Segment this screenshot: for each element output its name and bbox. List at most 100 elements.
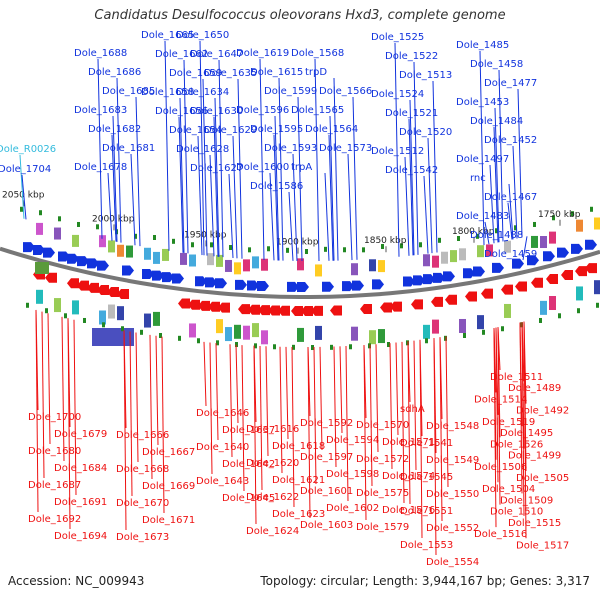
marker-dot — [362, 247, 365, 253]
feature-block — [153, 311, 160, 326]
gene-leader-line — [61, 316, 65, 462]
feature-block — [549, 296, 556, 311]
gene-label-forward: Dole_1685 — [102, 86, 155, 97]
forward-gene-arrow — [403, 276, 415, 287]
gene-leader-line — [324, 172, 330, 261]
gene-leader-line — [479, 50, 485, 246]
gene-leader-line — [503, 239, 509, 242]
gene-leader-line — [199, 40, 205, 256]
gene-label-forward: Dole_1459 — [484, 249, 537, 260]
marker-dot — [305, 249, 308, 255]
marker-dot — [191, 242, 194, 248]
reverse-gene-arrow — [465, 291, 477, 302]
gene-leader-line — [209, 154, 215, 257]
forward-gene-arrow — [287, 281, 299, 292]
gene-label-forward: Dole_1596 — [236, 105, 289, 116]
feature-block — [252, 256, 259, 269]
reverse-gene-arrow — [390, 301, 402, 312]
gene-leader-line — [369, 344, 373, 487]
gene-label-reverse: Dole_1526 — [490, 439, 543, 450]
gene-leader-line — [439, 337, 443, 522]
gene-leader-line — [319, 346, 323, 451]
gene-label-reverse: sdhA — [400, 404, 425, 415]
gene-label-forward: Dole_1467 — [484, 192, 537, 203]
feature-block — [315, 325, 322, 340]
gene-label-reverse: Dole_1574 — [382, 471, 435, 482]
gene-label-forward: Dole_1565 — [291, 105, 344, 116]
gene-label-reverse: Dole_1603 — [300, 520, 353, 531]
scale-tick-label: 1750 kbp — [538, 210, 581, 220]
reverse-gene-arrow — [546, 274, 558, 285]
gene-label-reverse: Dole_1571 — [382, 437, 435, 448]
gene-label-reverse: Dole_1620 — [246, 458, 299, 469]
gene-label-forward: Dole_1513 — [399, 70, 452, 81]
gene-leader-line — [307, 346, 311, 519]
gene-leader-line — [35, 309, 39, 513]
marker-dot — [286, 247, 289, 253]
gene-label-reverse: Dole_1517 — [516, 540, 569, 551]
gene-leader-line — [235, 344, 239, 424]
forward-gene-arrow — [77, 256, 89, 267]
marker-dot — [64, 313, 67, 319]
gene-leader-line — [183, 59, 189, 254]
gene-label-forward: Dole_1615 — [250, 67, 303, 78]
gene-leader-line — [409, 99, 415, 256]
forward-gene-arrow — [247, 280, 259, 291]
gene-leader-line — [67, 318, 71, 530]
reverse-gene-arrow — [561, 270, 573, 281]
feature-block — [180, 252, 187, 265]
marker-dot — [58, 216, 61, 222]
reverse-gene-arrow — [218, 302, 230, 313]
gene-label-forward: Dole_1484 — [470, 116, 523, 127]
gene-leader-line — [228, 173, 234, 259]
forward-gene-arrow — [473, 266, 485, 277]
gene-leader-line — [329, 115, 335, 261]
gene-label-forward: Dole_R0026 — [0, 144, 56, 155]
marker-dot — [26, 302, 29, 308]
reverse-gene-arrow — [311, 305, 323, 316]
gene-label-reverse: Dole_1692 — [28, 514, 81, 525]
gene-leader-line — [508, 183, 514, 240]
gene-label-forward: Dole_1665 — [141, 30, 194, 41]
marker-dot — [419, 242, 422, 248]
feature-block — [35, 262, 49, 274]
gene-leader-line — [523, 321, 527, 539]
gene-leader-line — [507, 202, 513, 240]
gene-leader-line — [274, 115, 280, 261]
marker-dot — [77, 221, 80, 227]
gene-label-forward: Dole_1681 — [102, 143, 155, 154]
marker-dot — [571, 211, 574, 217]
feature-block — [423, 254, 430, 267]
feature-block — [189, 323, 196, 338]
reverse-gene-arrow — [178, 298, 190, 309]
gene-label-forward: Dole_1458 — [470, 59, 523, 70]
gene-leader-line — [328, 134, 334, 261]
feature-block — [72, 234, 79, 247]
feature-block — [36, 289, 43, 304]
gene-label-forward: Dole_1658 — [141, 87, 194, 98]
gene-leader-line — [253, 345, 257, 525]
feature-block — [315, 264, 322, 277]
forward-gene-arrow — [297, 282, 309, 293]
gene-leader-line — [493, 126, 499, 243]
gene-leader-line — [279, 346, 283, 474]
gene-leader-line — [395, 342, 399, 436]
gene-label-forward: Dole_1627 — [190, 163, 243, 174]
reverse-gene-arrow — [585, 263, 597, 274]
reverse-gene-arrow — [330, 305, 342, 316]
gene-leader-line — [107, 172, 113, 241]
forward-gene-arrow — [433, 272, 445, 283]
marker-dot — [121, 326, 124, 332]
forward-gene-arrow — [172, 273, 184, 284]
scale-tick-label: 1850 kbp — [364, 236, 407, 246]
gene-leader-line — [285, 346, 289, 440]
marker-dot — [349, 344, 352, 350]
gene-label-reverse: Dole_1550 — [426, 489, 479, 500]
reverse-gene-arrow — [481, 288, 493, 299]
gene-leader-line — [347, 153, 353, 261]
gene-label-forward: Dole_1593 — [264, 143, 317, 154]
marker-dot — [311, 345, 314, 351]
marker-dot — [140, 329, 143, 335]
gene-leader-line — [179, 97, 185, 253]
